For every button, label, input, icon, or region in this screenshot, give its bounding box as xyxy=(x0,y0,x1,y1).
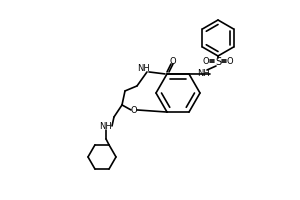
Text: S: S xyxy=(215,57,221,67)
Text: O: O xyxy=(227,58,233,66)
Text: NH: NH xyxy=(138,64,150,73)
Text: O: O xyxy=(170,57,176,66)
Text: NH: NH xyxy=(100,122,112,131)
Text: O: O xyxy=(131,106,137,115)
Text: O: O xyxy=(203,58,209,66)
Text: NH: NH xyxy=(198,68,210,77)
